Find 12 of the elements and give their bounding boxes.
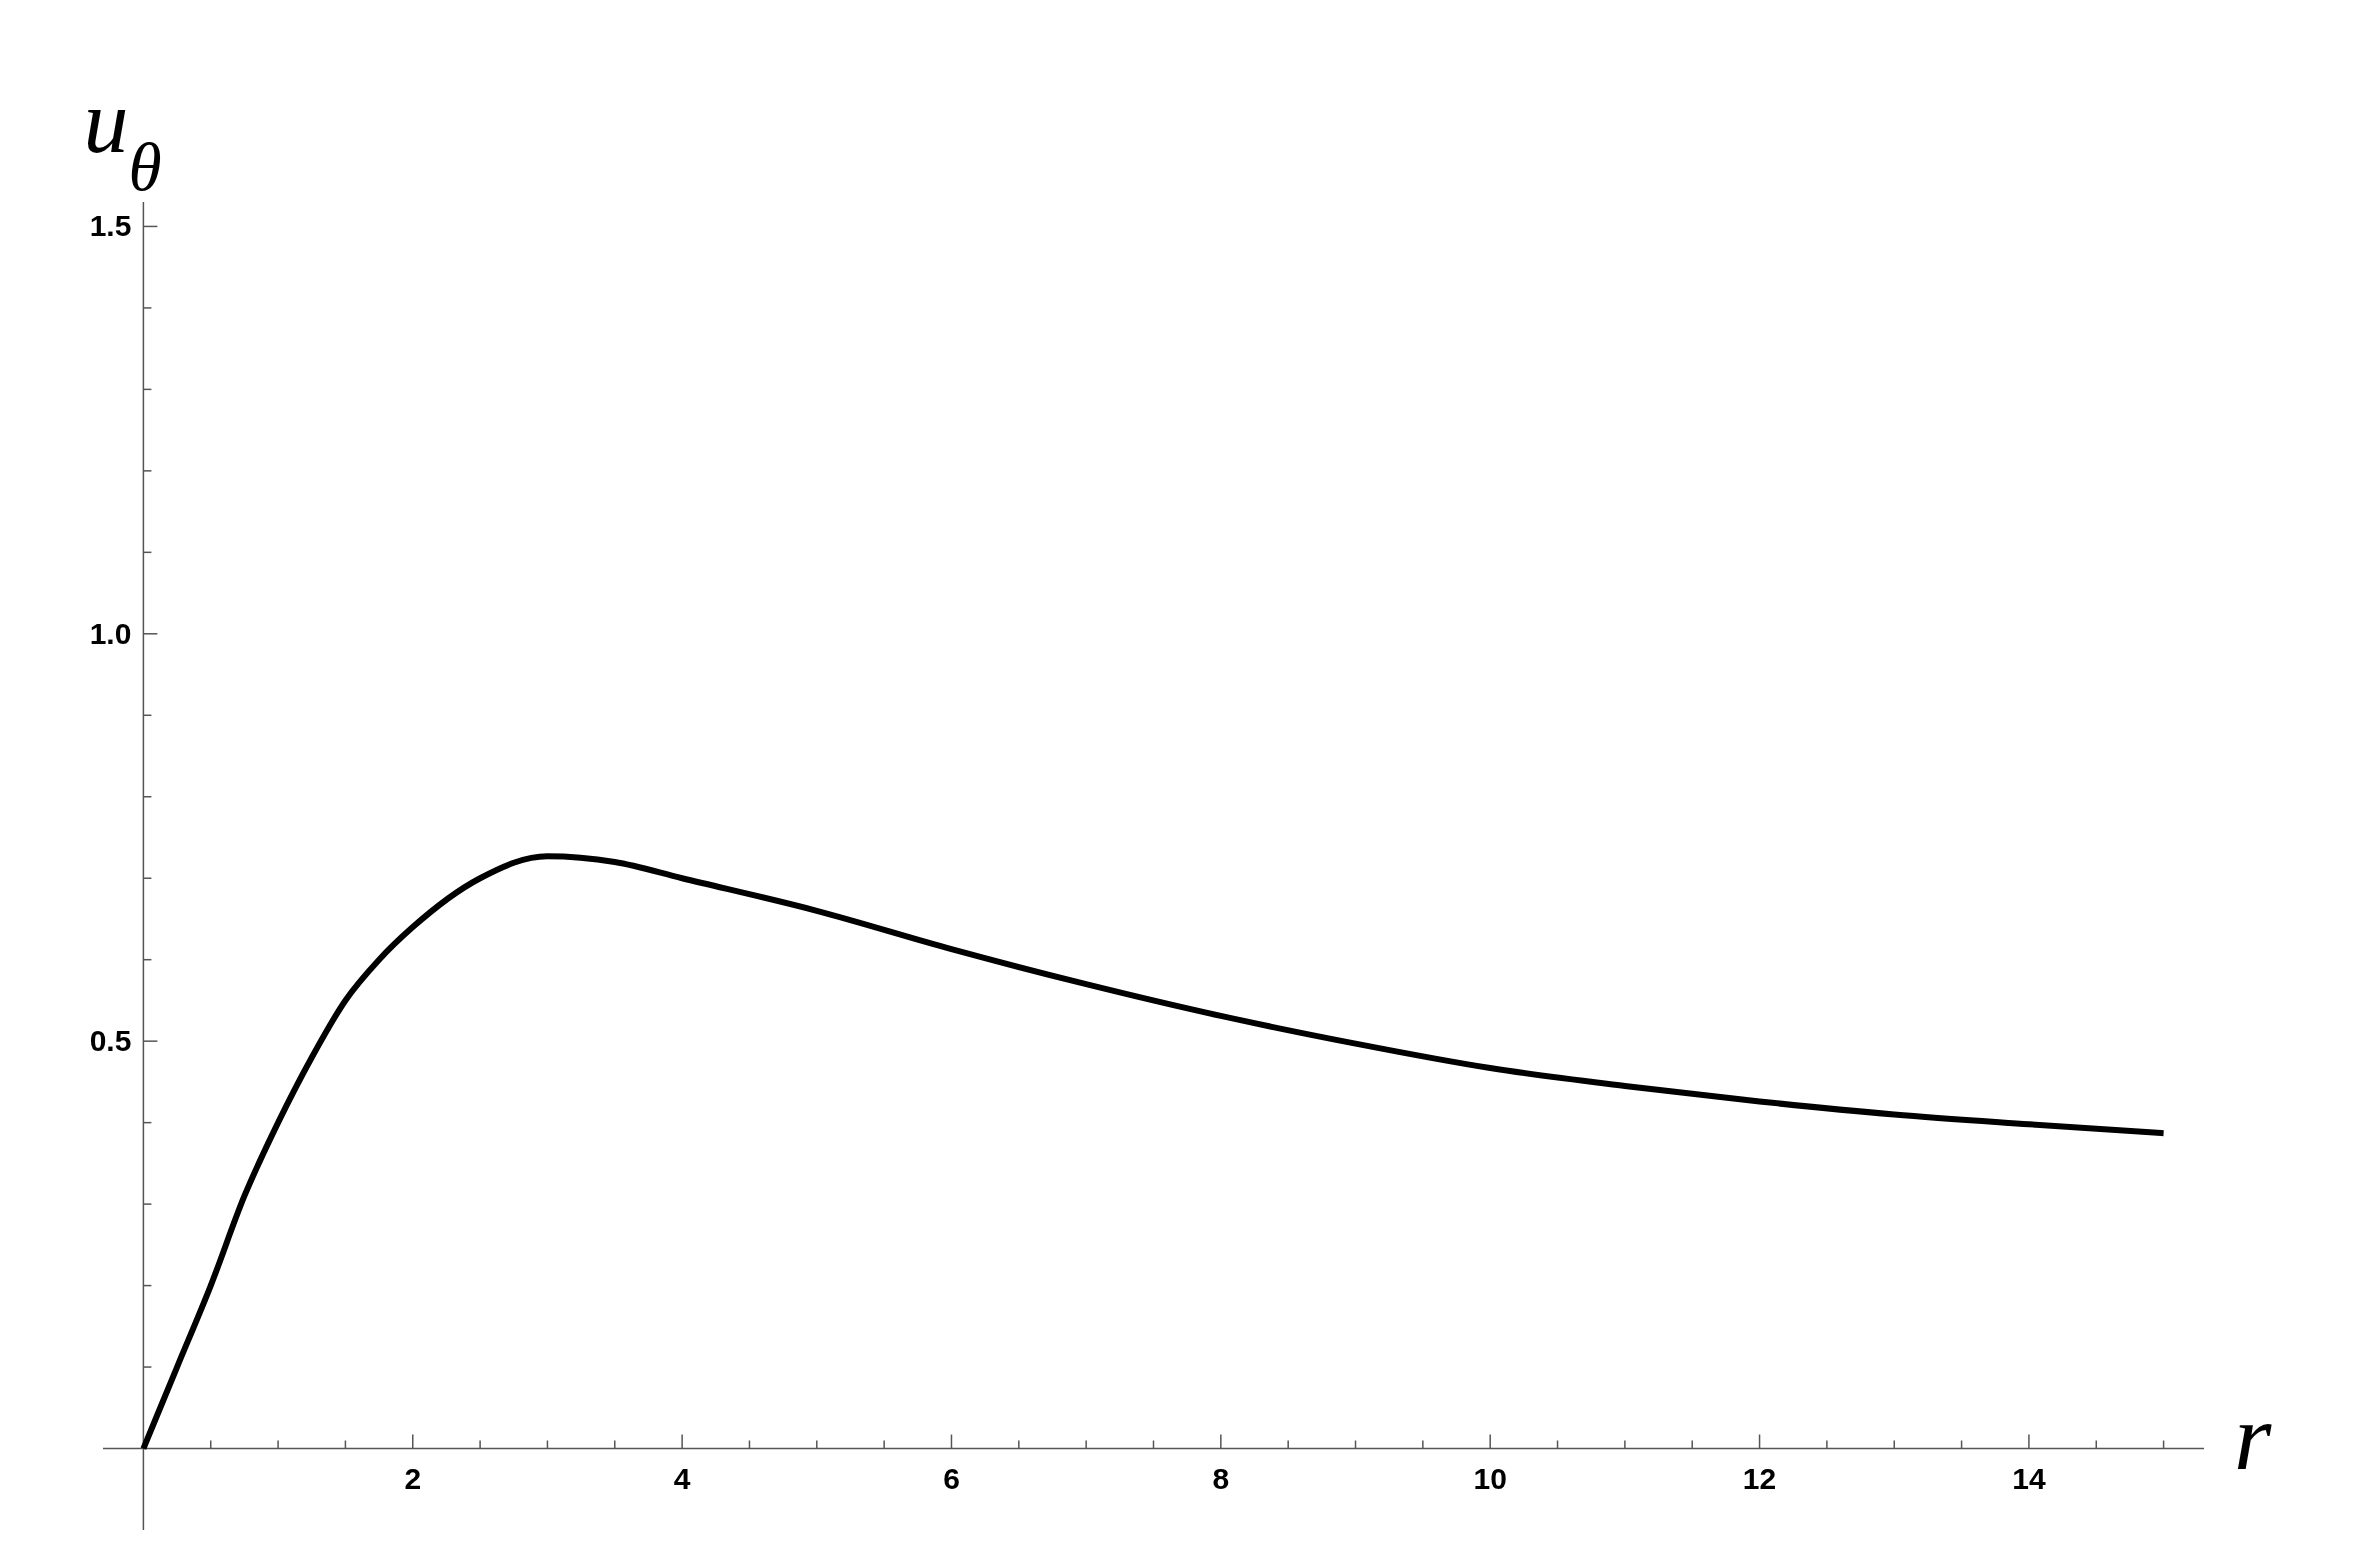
x-tick-label: 10 [1473, 1461, 1507, 1495]
x-tick-label: 4 [673, 1461, 691, 1495]
y-axis-title: u$_{θ}$ [83, 72, 162, 205]
x-tick-label: 6 [943, 1461, 960, 1495]
x-axis-title: r [2234, 1382, 2272, 1490]
y-tick-label: 1.0 [89, 616, 132, 650]
x-tick-label: 8 [1212, 1461, 1230, 1495]
x-tick-label: 2 [404, 1461, 422, 1495]
y-tick-label: 1.5 [89, 209, 132, 243]
y-tick-label: 0.5 [89, 1024, 132, 1058]
x-tick-label: 14 [2012, 1461, 2046, 1495]
x-tick-label: 12 [1742, 1461, 1777, 1495]
